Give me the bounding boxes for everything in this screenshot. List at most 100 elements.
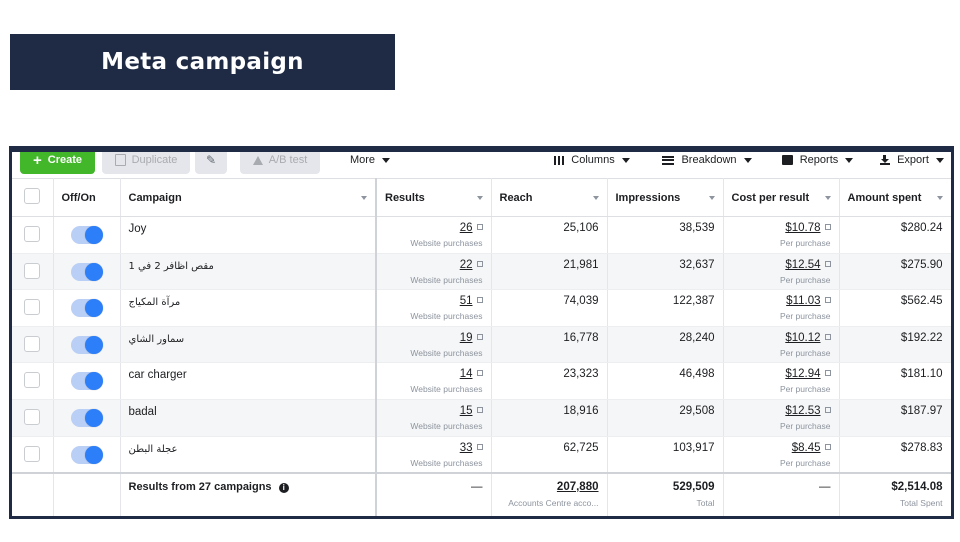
results-value[interactable]: 33 [459, 441, 473, 454]
results-value[interactable]: 19 [459, 331, 473, 344]
reach-value: 74,039 [491, 289, 608, 327]
info-icon[interactable]: i [278, 482, 289, 493]
banner-title: Meta campaign [101, 49, 304, 75]
caret-down-icon [621, 157, 630, 163]
results-value[interactable]: 51 [459, 295, 473, 308]
create-label: Create [47, 154, 82, 166]
row-checkbox[interactable] [24, 408, 41, 425]
campaign-name-link[interactable]: عجلة البطن [128, 443, 178, 455]
columns-label: Columns [571, 154, 615, 166]
header-toggle: Off/On [53, 178, 121, 217]
results-value[interactable]: 15 [459, 404, 473, 417]
cost-type: Per purchase [779, 347, 831, 358]
header-results-label: Results [385, 191, 425, 204]
caret-down-icon [743, 157, 752, 163]
results-type: Website purchases [410, 311, 483, 322]
columns-dropdown[interactable]: Columns [542, 152, 642, 174]
cost-value[interactable]: $10.78 [785, 222, 821, 234]
campaign-toggle[interactable] [70, 262, 103, 281]
create-button[interactable]: + Create [20, 152, 95, 174]
spent-value: $278.83 [839, 436, 951, 474]
summary-reach[interactable]: 207,880 [556, 480, 599, 493]
table-header-row: Off/On Campaign Results Reach Impression… [12, 178, 951, 217]
results-value[interactable]: 14 [459, 368, 473, 381]
pencil-icon: ✎ [205, 153, 217, 167]
cost-value[interactable]: $8.45 [791, 441, 821, 454]
row-toggle-cell [53, 362, 121, 400]
reports-label: Reports [799, 154, 839, 166]
info-icon [824, 370, 831, 377]
reach-value: 62,725 [491, 436, 608, 474]
export-label: Export [897, 154, 929, 166]
cost-cell: $10.12 Per purchase [723, 326, 840, 364]
results-type: Website purchases [410, 347, 483, 358]
summary-impressions: 529,509 [672, 480, 715, 493]
export-icon [880, 155, 891, 165]
campaign-toggle[interactable] [70, 372, 103, 391]
campaign-name-cell: car charger [120, 362, 377, 400]
cost-value[interactable]: $10.12 [785, 331, 821, 344]
spent-value: $187.97 [839, 399, 951, 437]
header-cost[interactable]: Cost per result [723, 178, 840, 217]
campaign-name-link[interactable]: car charger [128, 369, 187, 382]
ab-test-button[interactable]: A/B test [240, 152, 320, 174]
row-checkbox[interactable] [24, 299, 41, 316]
row-select-cell [12, 289, 54, 327]
table-row: مقص اظافر 2 في 1 22 Website purchases 21,98… [12, 253, 951, 291]
cost-value[interactable]: $12.53 [785, 404, 821, 417]
select-all-checkbox[interactable] [24, 188, 41, 204]
row-checkbox[interactable] [24, 445, 41, 462]
duplicate-button[interactable]: Duplicate [102, 152, 190, 174]
row-checkbox[interactable] [24, 335, 41, 352]
campaign-name-link[interactable]: badal [128, 405, 157, 418]
row-checkbox[interactable] [24, 372, 41, 389]
cost-cell: $12.53 Per purchase [723, 399, 840, 437]
export-dropdown[interactable]: Export [872, 152, 951, 174]
header-results[interactable]: Results [376, 178, 492, 217]
campaign-toggle[interactable] [70, 408, 103, 427]
results-cell: 19 Website purchases [376, 326, 492, 364]
info-icon [824, 260, 831, 267]
results-cell: 26 Website purchases [376, 216, 492, 254]
info-icon [476, 406, 483, 413]
header-campaign[interactable]: Campaign [120, 178, 377, 217]
cost-type: Per purchase [779, 311, 831, 322]
summary-impressions-sub: Total [696, 497, 715, 508]
summary-spent-cell: $2,514.08 Total Spent [839, 471, 951, 516]
header-spent[interactable]: Amount spent [839, 178, 951, 217]
results-value[interactable]: 22 [459, 258, 473, 271]
summary-spent-sub: Total Spent [899, 497, 943, 508]
cost-cell: $11.03 Per purchase [723, 289, 840, 327]
campaign-name-link[interactable]: مرآة المكياج [128, 297, 181, 309]
cost-value[interactable]: $12.94 [785, 368, 821, 381]
spent-value: $275.90 [839, 253, 951, 291]
campaign-name-link[interactable]: مقص اظافر 2 في 1 [128, 260, 214, 272]
header-impressions[interactable]: Impressions [607, 178, 724, 217]
campaign-toggle[interactable] [70, 335, 103, 354]
campaign-toggle[interactable] [70, 299, 103, 318]
sort-icon [936, 196, 943, 200]
reports-dropdown[interactable]: Reports [770, 152, 865, 174]
edit-button[interactable]: ✎ [195, 152, 227, 174]
cost-value[interactable]: $11.03 [786, 295, 821, 308]
breakdown-dropdown[interactable]: Breakdown [652, 152, 762, 174]
more-dropdown[interactable]: More [340, 152, 400, 174]
campaign-toggle[interactable] [70, 226, 103, 244]
info-icon [824, 224, 831, 230]
results-value[interactable]: 26 [459, 222, 473, 234]
header-impressions-label: Impressions [615, 191, 681, 204]
row-checkbox[interactable] [24, 226, 41, 242]
summary-empty [12, 471, 54, 516]
header-reach[interactable]: Reach [491, 178, 608, 217]
campaign-name-cell: عجلة البطن [120, 436, 377, 474]
summary-spent: $2,514.08 [891, 480, 943, 493]
campaign-name-cell: مرآة المكياج [120, 289, 377, 327]
caret-down-icon [845, 157, 854, 163]
reach-value: 21,981 [491, 253, 608, 291]
campaign-name-link[interactable]: سماور الشاي [128, 333, 185, 345]
campaign-toggle[interactable] [70, 445, 103, 464]
campaign-name-link[interactable]: Joy [128, 223, 147, 235]
cost-value[interactable]: $12.54 [785, 258, 821, 271]
cost-type: Per purchase [779, 457, 831, 468]
row-checkbox[interactable] [24, 262, 41, 279]
